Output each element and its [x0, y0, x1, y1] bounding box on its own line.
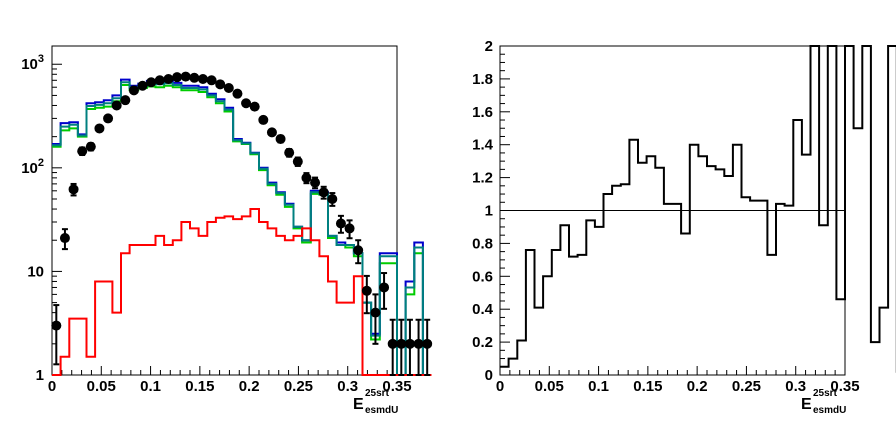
x-axis-label-subscript: esmdU: [813, 405, 846, 416]
panel-2: 0 0.05 0.1 0.15 0.2 0.25 0.3 0.35 0 0.2 0.4 0.6 0.8 1…: [472, 38, 896, 416]
data-point: [180, 71, 191, 82]
data-point: [163, 74, 174, 85]
data-point: [94, 123, 105, 134]
data-point: [301, 172, 312, 183]
x-tick-label: 0.3: [785, 378, 806, 395]
data-point: [275, 133, 286, 144]
panel-1: 0 0.05 0.1 0.15 0.2 0.25 0.3 0.35 1 10 102 103 E25sr…: [21, 45, 433, 416]
data-point: [223, 82, 234, 93]
data-point: [206, 75, 217, 86]
x-tick-label: 0.25: [284, 378, 313, 395]
x-tick-label: 0.1: [140, 378, 161, 395]
data-point: [189, 72, 200, 83]
y-tick-label: 2: [485, 38, 493, 55]
y-tick-label: 0: [485, 367, 493, 384]
data-point: [318, 187, 329, 198]
x-tick-label: 0: [48, 378, 56, 395]
data-point: [172, 72, 183, 83]
x-tick-label: 0.05: [87, 378, 116, 395]
data-point: [103, 113, 114, 124]
x-axis-label-subscript: esmdU: [365, 405, 398, 416]
data-point: [59, 233, 70, 244]
data-point: [379, 282, 390, 293]
data-point: [413, 338, 424, 349]
x-tick-label: 0.2: [687, 378, 708, 395]
data-point: [344, 223, 355, 234]
data-point: [387, 338, 398, 349]
data-point: [215, 79, 226, 90]
data-point: [266, 127, 277, 138]
y-tick-label: 1: [36, 367, 44, 384]
x-axis-label-superscript: 25srt: [365, 388, 390, 399]
data-point: [292, 156, 303, 167]
data-point: [128, 85, 139, 96]
data-point: [335, 218, 346, 229]
x-tick-label: 0.05: [535, 378, 564, 395]
x-tick-label: 0.15: [633, 378, 662, 395]
y-tick-label: 10: [27, 263, 44, 280]
data-point: [51, 320, 62, 331]
y-tick-label: 0.8: [472, 235, 493, 252]
histogram-series-line: [52, 208, 432, 376]
data-point: [111, 100, 122, 111]
data-point: [120, 95, 131, 106]
x-tick-label: 0.1: [588, 378, 609, 395]
x-tick-label: 0.35: [830, 378, 859, 395]
y-tick-label: 0.6: [472, 268, 493, 285]
data-point: [422, 338, 433, 349]
data-point: [353, 245, 364, 256]
y-tick-label: 1.4: [472, 137, 494, 154]
data-point: [370, 307, 381, 318]
data-point: [77, 146, 88, 157]
x-axis-label: E: [801, 396, 812, 413]
data-point: [85, 141, 96, 152]
data-point: [146, 77, 157, 88]
data-point: [258, 114, 269, 125]
y-tick-label: 1.6: [472, 104, 493, 121]
data-point: [396, 338, 407, 349]
y-tick-label: 103: [21, 53, 44, 73]
data-point: [404, 338, 415, 349]
x-tick-label: 0.3: [337, 378, 358, 395]
data-point: [284, 147, 295, 158]
y-tick-label: 1: [485, 203, 493, 220]
x-tick-label: 0.15: [185, 378, 214, 395]
data-point: [197, 74, 208, 85]
data-point: [241, 98, 252, 109]
data-point: [154, 75, 165, 86]
histogram-series-line: [500, 45, 896, 373]
x-axis-label: E: [353, 396, 364, 413]
data-point: [249, 101, 260, 112]
y-tick-label: 0.4: [472, 301, 494, 318]
data-point: [232, 88, 243, 99]
y-tick-label: 1.2: [472, 170, 493, 187]
y-tick-label: 1.8: [472, 71, 493, 88]
x-axis-label-superscript: 25srt: [813, 388, 838, 399]
data-point: [137, 80, 148, 91]
y-tick-label: 0.2: [472, 334, 493, 351]
data-point: [327, 194, 338, 205]
data-point: [68, 184, 79, 195]
x-tick-label: 0: [496, 378, 504, 395]
x-tick-label: 0.35: [382, 378, 411, 395]
data-point: [310, 177, 321, 188]
plot-frame: [51, 45, 398, 376]
y-tick-label: 102: [21, 157, 44, 177]
x-tick-label: 0.2: [239, 378, 260, 395]
data-point: [361, 285, 372, 296]
x-tick-label: 0.25: [732, 378, 761, 395]
